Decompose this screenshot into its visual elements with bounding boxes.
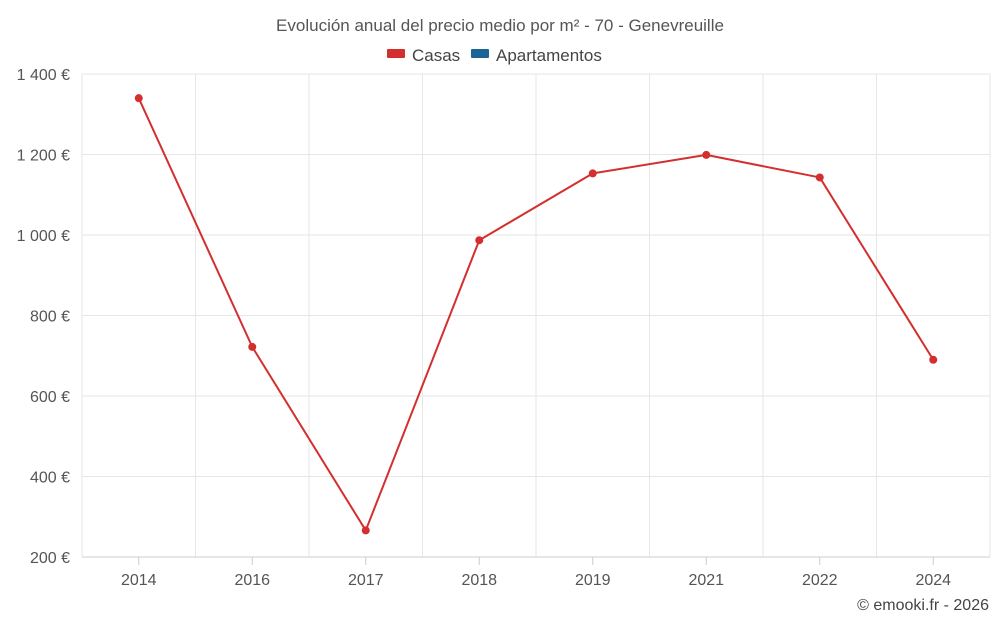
- x-tick-label: 2018: [461, 572, 497, 589]
- data-point-casas[interactable]: [134, 94, 143, 103]
- legend-item-casas[interactable]: Casas: [387, 46, 460, 65]
- data-point-casas[interactable]: [588, 169, 597, 178]
- data-point-casas[interactable]: [475, 236, 484, 245]
- x-tick-label: 2022: [802, 572, 838, 589]
- copyright-credit[interactable]: © emooki.fr - 2026: [857, 597, 989, 614]
- y-tick-label: 200 €: [30, 550, 70, 567]
- y-tick-label: 600 €: [30, 389, 70, 406]
- legend-label-apartamentos: Apartamentos: [496, 46, 602, 65]
- y-tick-label: 800 €: [30, 309, 70, 326]
- data-point-casas[interactable]: [702, 150, 711, 159]
- y-tick-label: 1 200 €: [17, 148, 70, 165]
- y-tick-label: 1 000 €: [17, 228, 70, 245]
- legend-label-casas: Casas: [412, 46, 460, 65]
- legend-item-apartamentos[interactable]: Apartamentos: [471, 46, 602, 65]
- x-tick-label: 2021: [688, 572, 724, 589]
- legend: Casas Apartamentos: [387, 46, 602, 65]
- y-tick-label: 400 €: [30, 470, 70, 487]
- series-layer: [134, 94, 938, 535]
- chart-title: Evolución anual del precio medio por m² …: [276, 16, 724, 35]
- data-point-casas[interactable]: [361, 526, 370, 535]
- x-tick-label: 2019: [575, 572, 611, 589]
- series-line-casas: [137, 97, 935, 532]
- x-tick-label: 2024: [915, 572, 951, 589]
- data-point-casas[interactable]: [929, 355, 938, 364]
- data-point-casas[interactable]: [248, 342, 257, 351]
- axis-layer: 200 € 400 € 600 € 800 € 1 000 € 1 200 € 1 400 …: [17, 67, 990, 589]
- x-tick-label: 2016: [234, 572, 270, 589]
- x-tick-label: 2017: [348, 572, 384, 589]
- legend-swatch-apartamentos: [471, 49, 489, 58]
- y-tick-label: 1 400 €: [17, 67, 70, 84]
- data-point-casas[interactable]: [815, 173, 824, 182]
- grid-layer: [81, 73, 991, 557]
- x-tick-label: 2014: [121, 572, 157, 589]
- legend-swatch-casas: [387, 49, 405, 58]
